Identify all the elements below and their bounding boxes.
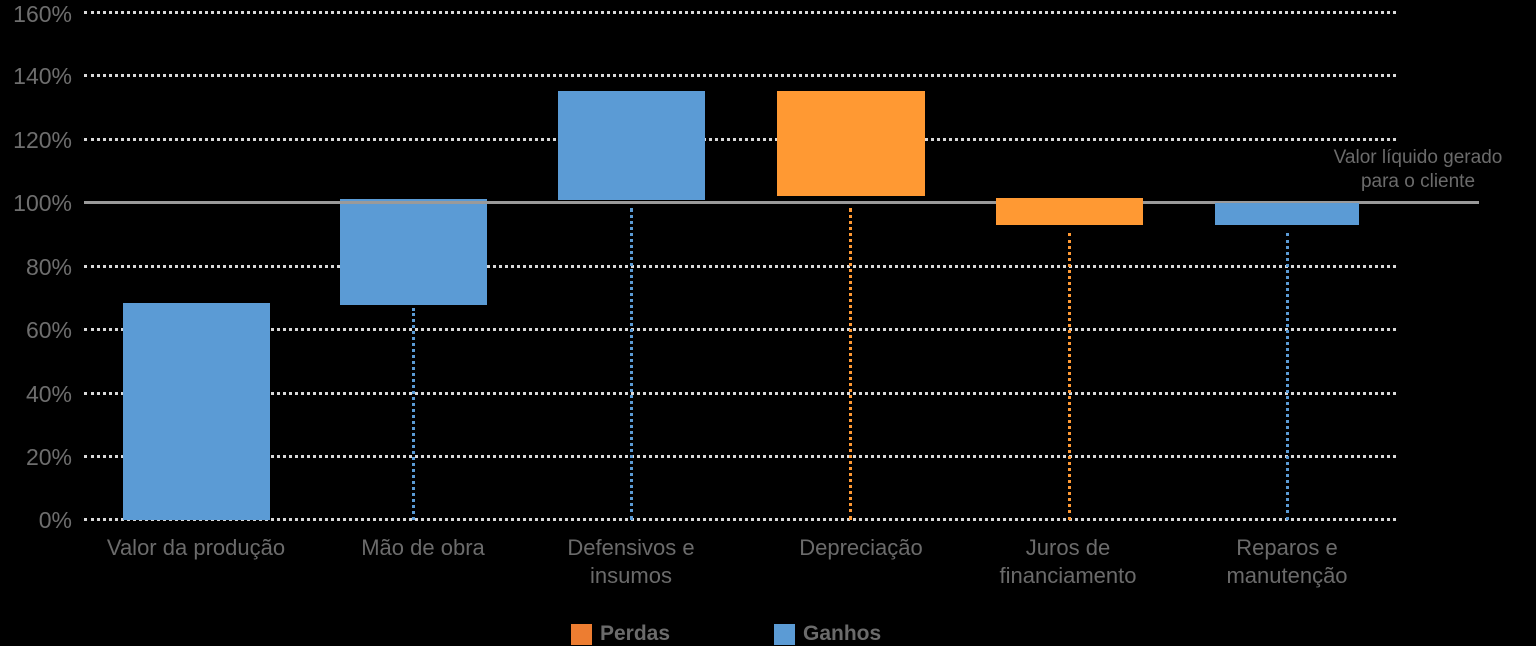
gridline-140: [84, 74, 1396, 77]
y-tick-20: 20%: [25, 444, 72, 470]
y-tick-40: 40%: [25, 381, 72, 407]
x-label-juros-de-financiamento: Juros de financiamento: [958, 534, 1178, 590]
x-label-line: Juros de: [1025, 535, 1111, 560]
bar-depreciacao: [777, 91, 925, 196]
x-label-line: Valor da produção: [106, 535, 286, 560]
x-label-reparos-e-manutencao: Reparos e manutenção: [1177, 534, 1397, 590]
gridline-160: [84, 11, 1396, 14]
y-tick-0: 0%: [38, 507, 72, 533]
gridline-80: [84, 265, 1396, 268]
x-label-valor-da-producao: Valor da produção: [86, 534, 306, 562]
legend-swatch-perdas-icon: [571, 623, 592, 645]
bar-valor-da-producao: [123, 303, 270, 520]
x-label-line: Reparos e: [1236, 535, 1338, 560]
x-label-line: manutenção: [1226, 563, 1348, 588]
x-label-line: financiamento: [999, 563, 1137, 588]
reference-line-100: [84, 201, 1479, 204]
x-label-defensivos-e-insumos: Defensivos e insumos: [521, 534, 741, 590]
y-tick-120: 120%: [13, 127, 72, 153]
annotation-line2: para o cliente: [1360, 171, 1476, 192]
annotation-line1: Valor líquido gerado: [1333, 147, 1503, 168]
legend-item-ganhos: Ganhos: [774, 622, 881, 646]
legend: Perdas Ganhos: [0, 622, 1536, 645]
connector-reparos: [1286, 233, 1289, 520]
gridline-0: [84, 518, 1396, 521]
legend-item-perdas: Perdas: [571, 622, 670, 646]
bar-defensivos-e-insumos: [558, 91, 705, 200]
gridline-120: [84, 138, 1396, 141]
connector-depreciacao: [849, 208, 852, 520]
y-tick-140: 140%: [13, 63, 72, 89]
y-tick-80: 80%: [25, 254, 72, 280]
y-tick-60: 60%: [25, 317, 72, 343]
gridline-40: [84, 392, 1396, 395]
bar-mao-de-obra: [340, 199, 487, 305]
connector-juros: [1068, 233, 1071, 520]
gridline-60: [84, 328, 1396, 331]
x-label-line: Mão de obra: [361, 535, 485, 560]
legend-label-ganhos: Ganhos: [803, 622, 882, 645]
x-label-line: Depreciação: [799, 535, 923, 560]
y-tick-100: 100%: [13, 190, 72, 216]
connector-defensivos: [630, 208, 633, 520]
bar-juros-de-financiamento: [996, 198, 1143, 225]
x-label-line: Defensivos e: [567, 535, 695, 560]
gridline-20: [84, 455, 1396, 458]
legend-label-perdas: Perdas: [600, 622, 671, 645]
legend-swatch-ganhos-icon: [774, 623, 795, 645]
x-label-depreciacao: Depreciação: [751, 534, 971, 562]
reference-line-annotation: Valor líquido gerado para o cliente: [1300, 146, 1536, 194]
x-label-mao-de-obra: Mão de obra: [313, 534, 533, 562]
y-tick-160: 160%: [13, 1, 72, 27]
bar-reparos-e-manutencao: [1215, 203, 1359, 225]
x-label-line: insumos: [590, 563, 672, 588]
connector-mao-de-obra: [412, 308, 415, 520]
